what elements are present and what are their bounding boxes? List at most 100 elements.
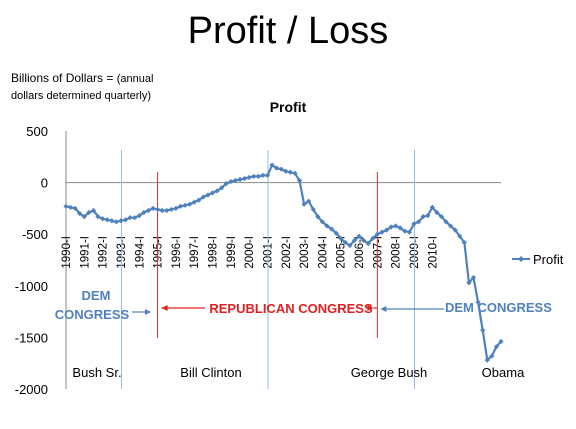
data-point	[425, 213, 431, 219]
data-point	[489, 353, 495, 359]
dem-congress-left-line2: CONGRESS	[55, 307, 130, 322]
legend-label: Profit	[533, 252, 564, 267]
data-point	[342, 239, 348, 246]
data-point	[214, 188, 220, 194]
data-point	[168, 206, 174, 213]
data-point	[319, 219, 326, 225]
y-tick-label: 500	[26, 124, 48, 139]
data-point	[338, 235, 344, 241]
x-tick-label: 1992-I	[98, 236, 110, 269]
data-point	[72, 205, 78, 211]
data-point	[388, 224, 394, 230]
x-tick-label: 2010-I	[427, 236, 439, 269]
data-point	[415, 219, 422, 225]
data-point	[480, 327, 486, 333]
data-point	[255, 173, 261, 180]
data-point	[393, 223, 399, 229]
data-point	[223, 181, 229, 187]
data-point	[370, 235, 376, 241]
x-tick-label: 2000-I	[244, 236, 256, 269]
data-point	[457, 233, 463, 239]
y-tick-label: 0	[41, 176, 48, 191]
data-point	[154, 206, 161, 213]
data-point	[232, 177, 239, 184]
data-point	[113, 219, 119, 225]
data-point	[136, 213, 142, 219]
republican-congress-label: REPUBLICAN CONGRESS	[209, 301, 373, 316]
data-point	[122, 217, 129, 223]
data-point	[228, 178, 234, 185]
data-point	[145, 207, 152, 214]
data-point	[173, 205, 179, 211]
rep-arrowhead-right	[367, 305, 374, 311]
x-tick-label: 1997-I	[189, 236, 201, 269]
data-point	[434, 209, 440, 216]
x-tick-label: 1996-I	[171, 236, 183, 269]
data-point	[191, 199, 197, 205]
data-point	[333, 230, 339, 236]
slide-title: Profit / Loss	[187, 10, 389, 52]
data-point	[448, 223, 454, 229]
data-point	[246, 174, 252, 181]
y-tick-label: -1000	[15, 279, 48, 294]
data-point	[219, 185, 225, 191]
era-lines	[120, 150, 415, 389]
data-point	[164, 207, 170, 214]
president-label: Obama	[482, 365, 525, 380]
data-point	[429, 204, 435, 210]
data-point	[351, 237, 358, 243]
data-point	[443, 219, 449, 225]
data-point	[269, 162, 275, 168]
data-point	[315, 214, 321, 220]
data-point	[132, 215, 138, 221]
data-point	[356, 233, 362, 239]
data-point	[141, 209, 147, 216]
units-quarterly: dollars determined quarterly)	[11, 90, 152, 102]
x-tick-label: 2002-I	[281, 236, 293, 269]
data-point	[205, 192, 211, 198]
data-point	[379, 229, 385, 235]
data-point	[383, 227, 390, 233]
units-note: Billions of Dollars = (annual dollars de…	[11, 70, 153, 104]
series-profit	[63, 162, 504, 363]
data-point	[104, 217, 110, 223]
data-point	[452, 227, 458, 233]
dem-right-arrowhead	[380, 306, 387, 312]
data-point	[292, 170, 298, 176]
data-point	[95, 214, 101, 220]
dem-left-arrowhead	[145, 309, 151, 315]
annotations: DEM CONGRESS REPUBLICAN CONGRESS DEM CONGRE…	[55, 288, 552, 380]
data-point	[209, 190, 216, 196]
data-point	[438, 214, 445, 220]
y-tick-label: -1500	[15, 330, 48, 345]
data-point	[90, 207, 97, 214]
y-axis: 500 0 -500 -1000 -1500 -2000	[15, 124, 67, 397]
data-point	[374, 231, 380, 237]
data-point	[466, 280, 472, 286]
data-point	[324, 223, 330, 229]
data-point	[475, 299, 481, 305]
data-point	[118, 218, 124, 224]
data-point	[182, 202, 188, 208]
data-point	[109, 218, 115, 224]
data-point	[187, 201, 193, 207]
data-point	[100, 216, 106, 222]
x-axis: 1990-I1991-I1992-I1993-I1994-I1995-I1996…	[61, 182, 501, 269]
data-point	[306, 198, 312, 204]
data-point	[150, 205, 156, 211]
x-tick-label: 1990-I	[61, 236, 73, 269]
data-point	[406, 229, 413, 235]
data-point	[411, 221, 417, 227]
data-point	[361, 237, 367, 243]
data-point	[328, 226, 335, 232]
data-point	[402, 228, 408, 234]
president-label: Bill Clinton	[180, 365, 241, 380]
x-tick-label: 2007-I	[372, 236, 384, 269]
data-point	[127, 215, 133, 221]
data-point	[241, 175, 248, 182]
data-point	[296, 177, 303, 184]
x-tick-label: 2004-I	[317, 236, 329, 269]
chart-title: Profit	[270, 99, 307, 115]
